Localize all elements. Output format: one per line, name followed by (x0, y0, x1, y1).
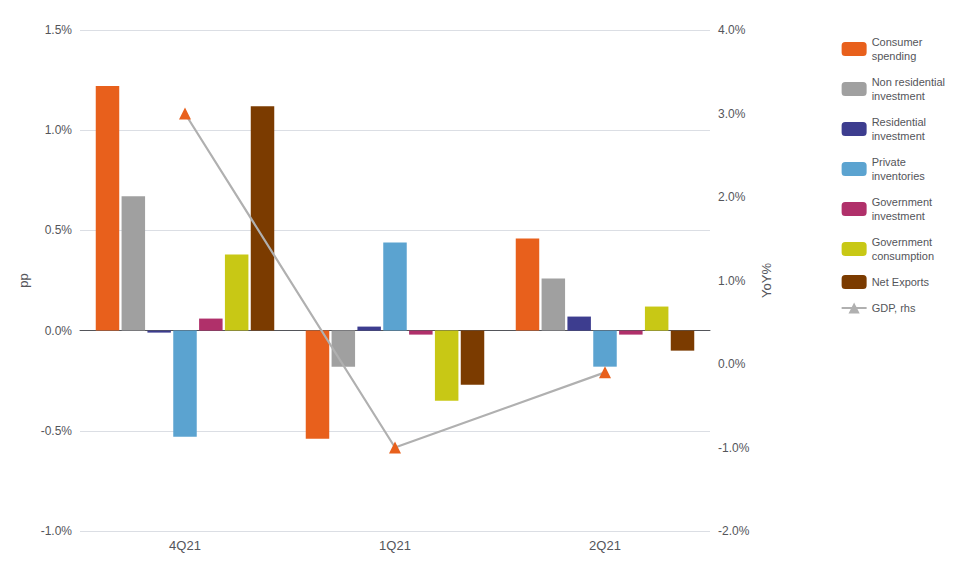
svg-text:Private: Private (872, 156, 906, 168)
svg-text:-2.0%: -2.0% (718, 524, 750, 538)
svg-text:Non residential: Non residential (872, 76, 945, 88)
svg-text:0.0%: 0.0% (45, 324, 73, 338)
svg-text:-1.0%: -1.0% (41, 524, 73, 538)
svg-text:3.0%: 3.0% (718, 107, 746, 121)
svg-text:YoY%: YoY% (759, 263, 774, 298)
svg-text:1.0%: 1.0% (718, 274, 746, 288)
svg-text:spending: spending (872, 50, 917, 62)
svg-text:Residential: Residential (872, 116, 926, 128)
svg-text:4Q21: 4Q21 (169, 538, 201, 553)
svg-text:-1.0%: -1.0% (718, 441, 750, 455)
svg-text:investment: investment (872, 210, 925, 222)
svg-text:Government: Government (872, 196, 933, 208)
svg-text:1Q21: 1Q21 (379, 538, 411, 553)
svg-text:inventories: inventories (872, 170, 926, 182)
svg-text:1.5%: 1.5% (45, 23, 73, 37)
svg-text:2Q21: 2Q21 (589, 538, 621, 553)
svg-text:1.0%: 1.0% (45, 123, 73, 137)
svg-text:Net Exports: Net Exports (872, 276, 930, 288)
svg-text:-0.5%: -0.5% (41, 424, 73, 438)
svg-text:consumption: consumption (872, 250, 934, 262)
svg-text:4.0%: 4.0% (718, 23, 746, 37)
svg-text:investment: investment (872, 90, 925, 102)
svg-text:pp: pp (16, 273, 31, 287)
svg-text:2.0%: 2.0% (718, 190, 746, 204)
svg-text:0.5%: 0.5% (45, 223, 73, 237)
svg-text:investment: investment (872, 130, 925, 142)
svg-text:Consumer: Consumer (872, 36, 923, 48)
svg-text:0.0%: 0.0% (718, 357, 746, 371)
svg-text:Government: Government (872, 236, 933, 248)
svg-text:GDP, rhs: GDP, rhs (872, 302, 916, 314)
